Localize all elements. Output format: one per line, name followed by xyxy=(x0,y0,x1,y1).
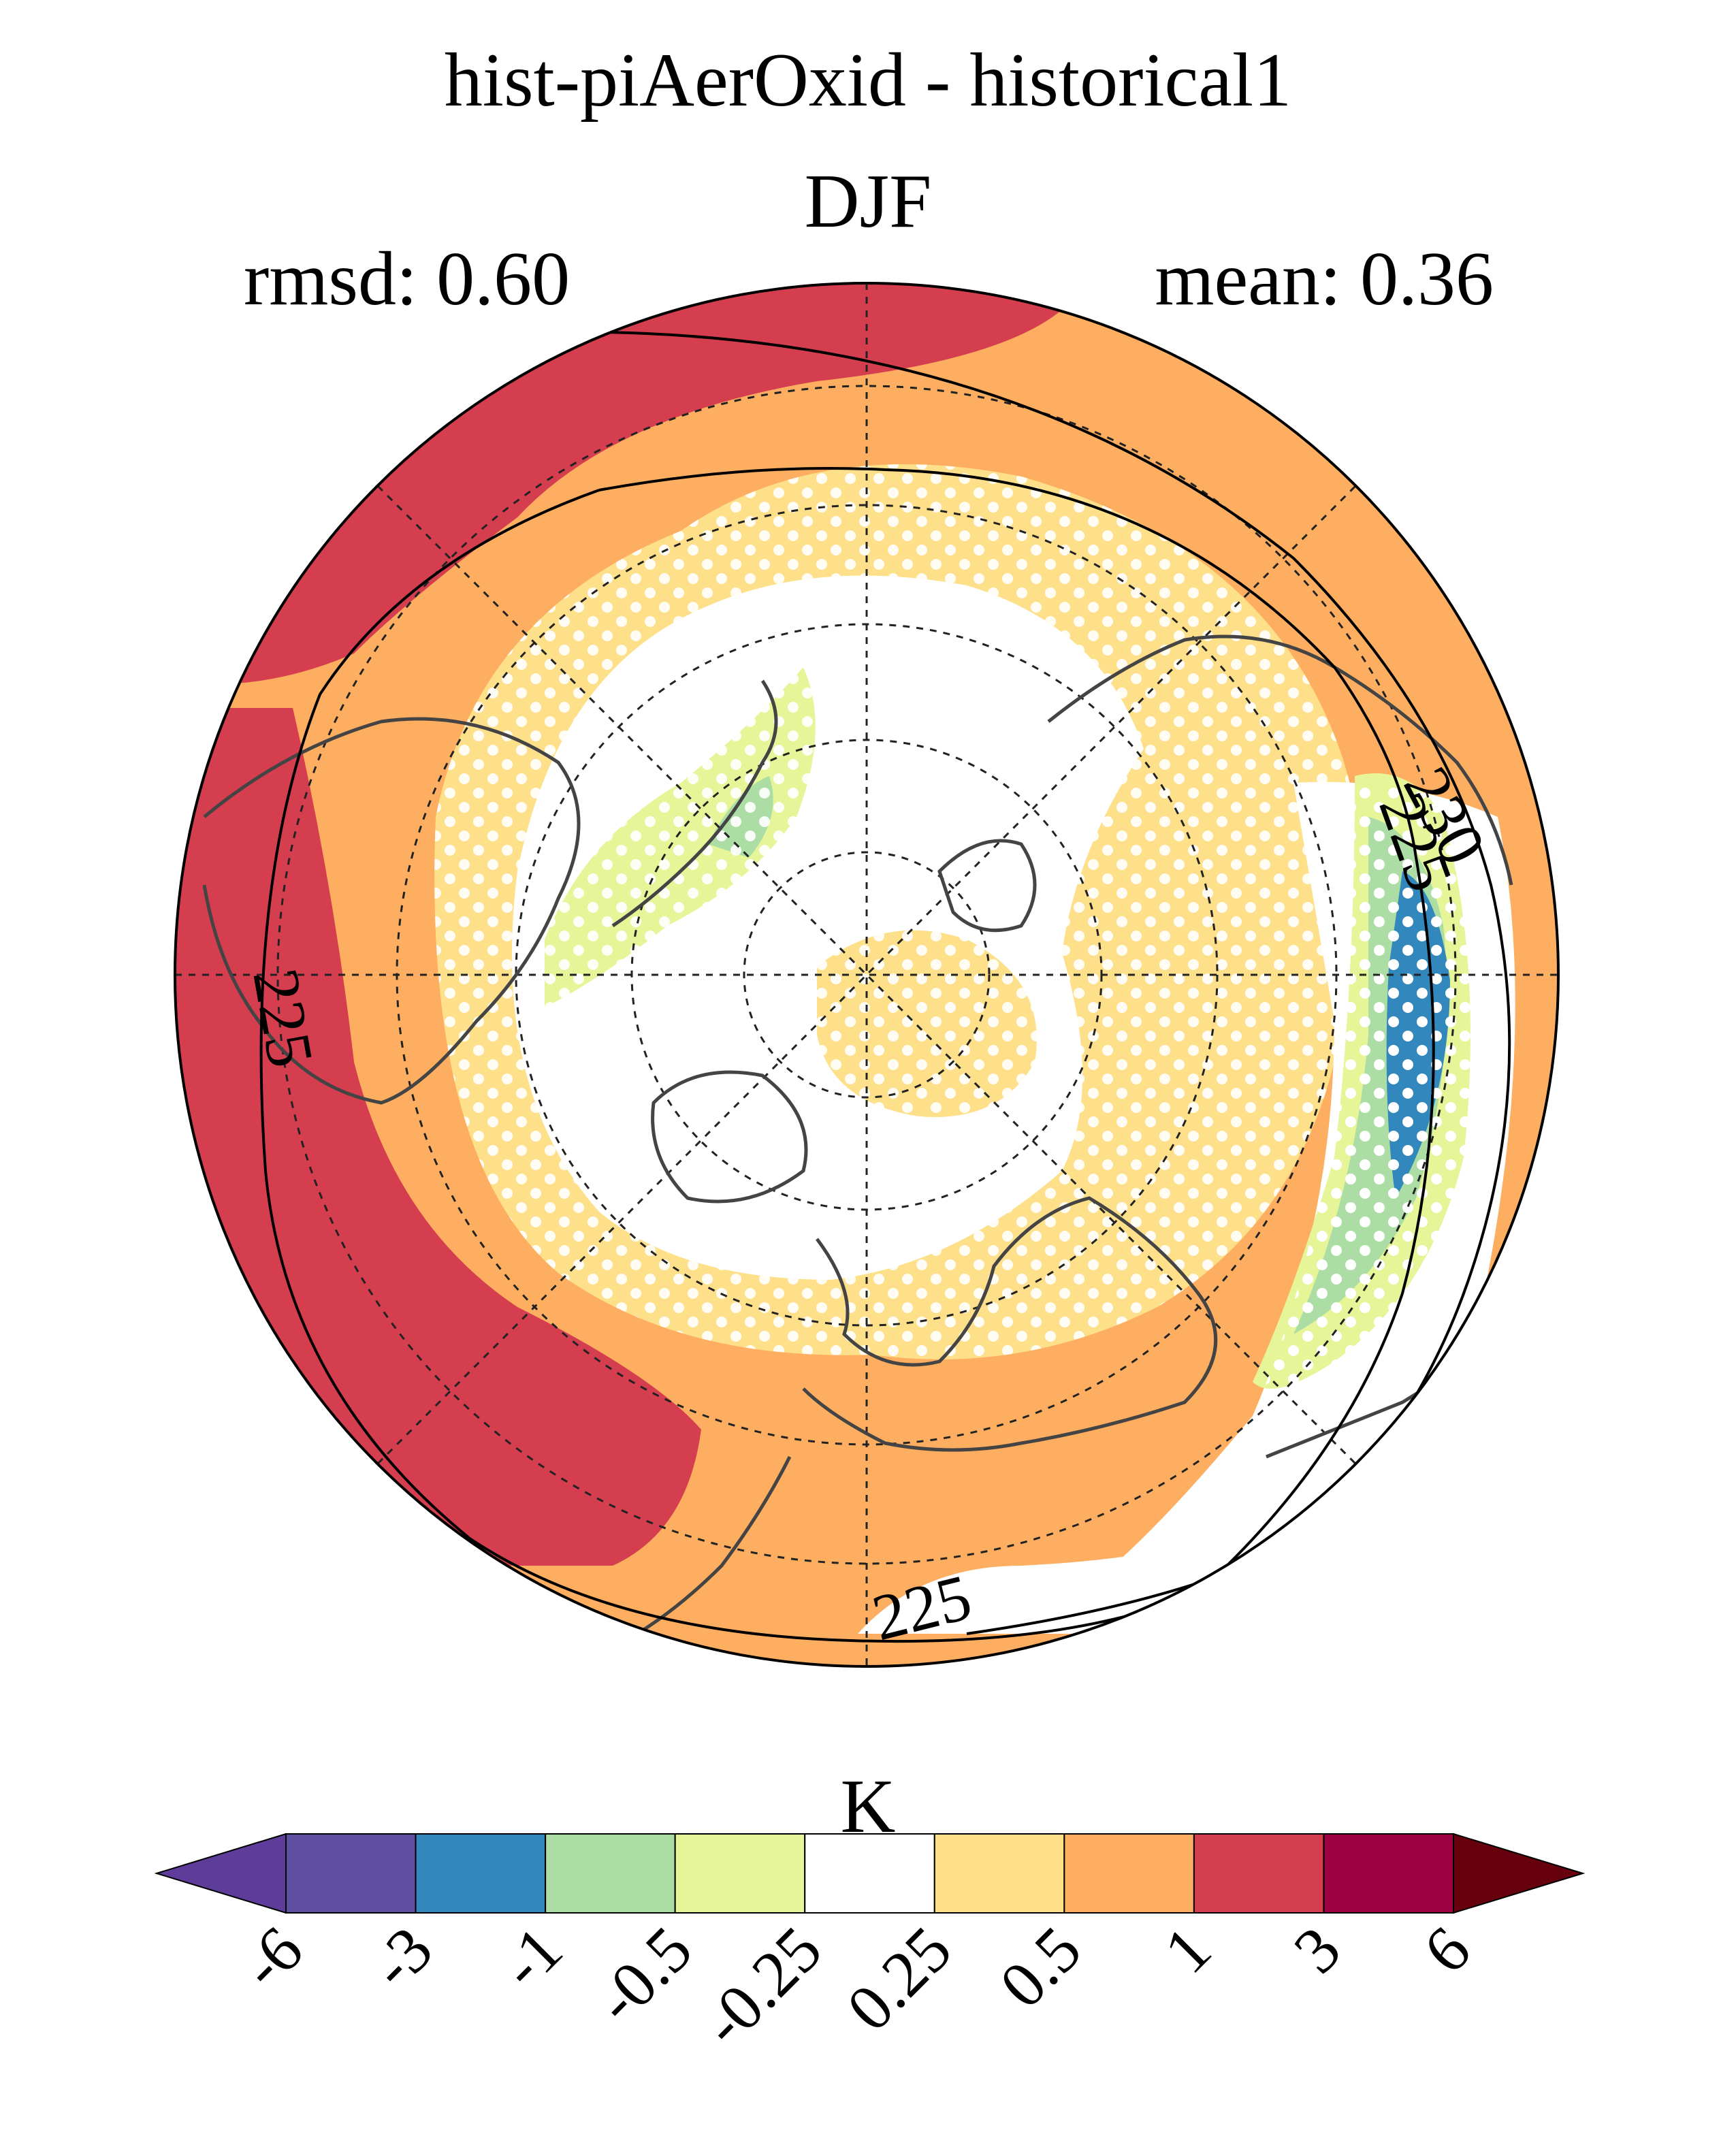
colorbar-tick-label: -0.25 xyxy=(688,1912,835,2060)
colorbar: -6 -3 -1 -0.5-0.250.25 0.5 1 3 6 xyxy=(154,1833,1586,2060)
colorbar-tick-label: 1 xyxy=(1150,1912,1225,1987)
colorbar-box xyxy=(933,1833,1065,1914)
stipple-east xyxy=(1089,781,1515,1593)
mean-label: mean: 0.36 xyxy=(1155,237,1494,321)
colorbar-tick-label: 3 xyxy=(1280,1912,1355,1987)
colorbar-arrow-low xyxy=(154,1833,287,1914)
map-fields xyxy=(175,283,1558,1666)
colorbar-tick-label: -3 xyxy=(356,1912,446,2002)
colorbar-arrow-high xyxy=(1453,1833,1586,1914)
stipple-ring xyxy=(434,464,1362,1359)
colorbar-box xyxy=(674,1833,806,1914)
colorbar-tick-label: 6 xyxy=(1409,1912,1484,1987)
colorbar-tick-label: -1 xyxy=(486,1912,576,2002)
colorbar-box xyxy=(1193,1833,1325,1914)
colorbar-tick-label: -0.5 xyxy=(581,1912,705,2037)
colorbar-box xyxy=(1323,1833,1455,1914)
colorbar-box xyxy=(285,1833,417,1914)
coastlines xyxy=(202,634,1526,1649)
colorbar-tick-label: -6 xyxy=(227,1912,317,2002)
colorbar-unit: K xyxy=(840,1764,896,1849)
colorbar-box xyxy=(1063,1833,1195,1914)
map-border xyxy=(174,282,1560,1668)
colorbar-tick-label: 0.25 xyxy=(833,1912,965,2044)
colorbar-box xyxy=(545,1833,676,1914)
contour-label-225-west: 225 xyxy=(239,963,327,1072)
field-high-pacific xyxy=(175,708,701,1566)
colorbar-box xyxy=(415,1833,547,1914)
season-label: DJF xyxy=(804,159,932,244)
colorbar-tick-label: 0.5 xyxy=(986,1912,1095,2022)
figure-title: hist-piAerOxid - historical1 xyxy=(444,38,1292,123)
rmsd-label: rmsd: 0.60 xyxy=(244,237,570,321)
graticule xyxy=(175,283,1558,1666)
